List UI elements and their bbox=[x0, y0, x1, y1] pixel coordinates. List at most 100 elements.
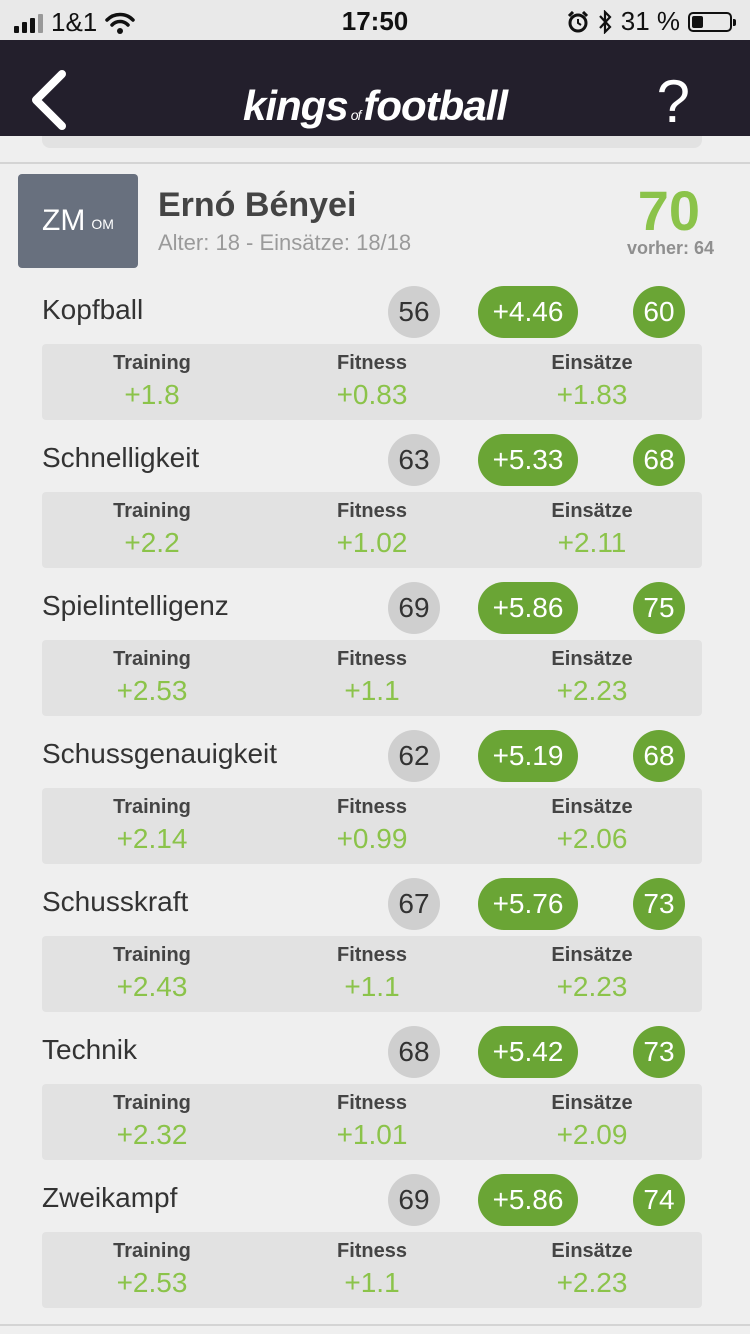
skill-delta-value: +5.19 bbox=[478, 730, 578, 782]
position-badge: ZM OM bbox=[18, 174, 138, 268]
skill-new-value: 68 bbox=[633, 730, 685, 782]
skill-row: Zweikampf 69 +5.86 74 Training +2.53 Fitn… bbox=[0, 1174, 750, 1322]
logo-kings: kings bbox=[242, 82, 349, 129]
status-right: 31 % bbox=[567, 6, 736, 37]
fitness-value: +0.83 bbox=[336, 379, 408, 410]
einsaetze-label: Einsätze bbox=[551, 648, 633, 670]
fitness-label: Fitness bbox=[336, 500, 408, 522]
training-label: Training bbox=[113, 1092, 191, 1114]
fitness-column: Fitness +1.02 bbox=[272, 492, 472, 559]
fitness-label: Fitness bbox=[336, 1092, 408, 1114]
training-column: Training +2.53 bbox=[52, 1232, 252, 1299]
fitness-label: Fitness bbox=[336, 648, 408, 670]
training-value: +2.43 bbox=[116, 971, 188, 1002]
position-secondary: OM bbox=[91, 216, 114, 232]
training-column: Training +2.32 bbox=[52, 1084, 252, 1151]
skill-breakdown: Training +2.53 Fitness +1.1 Einsätze +2.23 bbox=[42, 640, 702, 716]
skill-base-value: 63 bbox=[388, 434, 440, 486]
skill-name: Schusskraft bbox=[42, 886, 189, 917]
status-bar: 1&1 17:50 31 % bbox=[0, 0, 750, 40]
skill-breakdown: Training +2.32 Fitness +1.01 Einsätze +2.09 bbox=[42, 1084, 702, 1160]
training-label: Training bbox=[113, 648, 191, 670]
previous-rating: vorher: 64 bbox=[626, 238, 714, 258]
signal-icon bbox=[14, 13, 43, 33]
einsaetze-label: Einsätze bbox=[551, 796, 633, 818]
einsaetze-value: +2.23 bbox=[556, 675, 628, 706]
player-rating: 70 bbox=[637, 179, 700, 242]
fitness-column: Fitness +0.83 bbox=[272, 344, 472, 411]
logo-of: of bbox=[350, 107, 362, 123]
fitness-column: Fitness +1.1 bbox=[272, 1232, 472, 1299]
skill-breakdown: Training +2.14 Fitness +0.99 Einsätze +2.06 bbox=[42, 788, 702, 864]
fitness-label: Fitness bbox=[336, 1240, 408, 1262]
previous-breakdown-strip bbox=[42, 136, 702, 148]
skill-name: Schnelligkeit bbox=[42, 442, 200, 473]
skill-row: Schusskraft 67 +5.76 73 Training +2.43 Fi… bbox=[0, 878, 750, 1026]
skill-base-value: 67 bbox=[388, 878, 440, 930]
alarm-icon bbox=[567, 10, 588, 32]
fitness-value: +1.1 bbox=[344, 1267, 400, 1298]
skill-base-value: 69 bbox=[388, 1174, 440, 1226]
battery-percent: 31 % bbox=[620, 6, 680, 36]
skill-delta-value: +5.86 bbox=[478, 1174, 578, 1226]
training-value: +2.2 bbox=[124, 527, 180, 558]
skill-delta-value: +5.76 bbox=[478, 878, 578, 930]
skill-new-value: 75 bbox=[633, 582, 685, 634]
skill-base-value: 68 bbox=[388, 1026, 440, 1078]
wifi-icon bbox=[105, 12, 136, 34]
fitness-column: Fitness +1.01 bbox=[272, 1084, 472, 1151]
einsaetze-value: +2.23 bbox=[556, 1267, 628, 1298]
fitness-value: +1.1 bbox=[344, 971, 400, 1002]
einsaetze-label: Einsätze bbox=[551, 1240, 633, 1262]
battery-icon bbox=[688, 11, 736, 32]
einsaetze-label: Einsätze bbox=[551, 944, 633, 966]
logo-football: football bbox=[363, 82, 508, 129]
training-value: +2.32 bbox=[116, 1119, 188, 1150]
training-value: +2.53 bbox=[116, 1267, 188, 1298]
einsaetze-label: Einsätze bbox=[551, 500, 633, 522]
einsaetze-column: Einsätze +2.11 bbox=[492, 492, 692, 559]
skill-delta-value: +5.42 bbox=[478, 1026, 578, 1078]
skill-new-value: 60 bbox=[633, 286, 685, 338]
skill-breakdown: Training +2.53 Fitness +1.1 Einsätze +2.23 bbox=[42, 1232, 702, 1308]
help-icon[interactable]: ? bbox=[656, 68, 690, 135]
status-left: 1&1 bbox=[14, 7, 136, 38]
fitness-label: Fitness bbox=[336, 796, 408, 818]
einsaetze-label: Einsätze bbox=[551, 1092, 633, 1114]
skill-breakdown: Training +1.8 Fitness +0.83 Einsätze +1.83 bbox=[42, 344, 702, 420]
einsaetze-column: Einsätze +2.23 bbox=[492, 936, 692, 1003]
training-label: Training bbox=[113, 500, 191, 522]
status-time: 17:50 bbox=[341, 6, 409, 36]
skill-name: Schussgenauigkeit bbox=[42, 738, 278, 769]
einsaetze-value: +1.83 bbox=[556, 379, 628, 410]
skill-name: Spielintelligenz bbox=[42, 590, 229, 621]
training-label: Training bbox=[113, 944, 191, 966]
battery-fill bbox=[692, 15, 703, 28]
back-arrow-icon[interactable] bbox=[28, 70, 68, 130]
previous-player-row bbox=[0, 136, 750, 164]
skill-row: Spielintelligenz 69 +5.86 75 Training +2.… bbox=[0, 582, 750, 730]
fitness-value: +1.01 bbox=[336, 1119, 408, 1150]
player-meta: Alter: 18 - Einsätze: 18/18 bbox=[158, 230, 412, 255]
training-column: Training +2.53 bbox=[52, 640, 252, 707]
skill-row: Technik 68 +5.42 73 Training +2.32 Fitnes… bbox=[0, 1026, 750, 1174]
fitness-column: Fitness +1.1 bbox=[272, 640, 472, 707]
einsaetze-column: Einsätze +2.23 bbox=[492, 640, 692, 707]
skill-row: Schnelligkeit 63 +5.33 68 Training +2.2 F… bbox=[0, 434, 750, 582]
nav-bar: kings offootball ? bbox=[0, 40, 750, 136]
fitness-column: Fitness +1.1 bbox=[272, 936, 472, 1003]
skill-name: Zweikampf bbox=[42, 1182, 178, 1213]
einsaetze-value: +2.11 bbox=[557, 527, 627, 558]
training-column: Training +2.2 bbox=[52, 492, 252, 559]
skill-new-value: 68 bbox=[633, 434, 685, 486]
fitness-value: +1.02 bbox=[336, 527, 408, 558]
einsaetze-column: Einsätze +2.09 bbox=[492, 1084, 692, 1151]
position-main: ZM bbox=[42, 204, 86, 237]
skill-delta-value: +5.33 bbox=[478, 434, 578, 486]
training-column: Training +2.14 bbox=[52, 788, 252, 855]
skill-name: Kopfball bbox=[42, 294, 144, 325]
training-value: +2.53 bbox=[116, 675, 188, 706]
fitness-label: Fitness bbox=[336, 944, 408, 966]
einsaetze-value: +2.09 bbox=[556, 1119, 628, 1150]
skill-row: Schussgenauigkeit 62 +5.19 68 Training +2… bbox=[0, 730, 750, 878]
